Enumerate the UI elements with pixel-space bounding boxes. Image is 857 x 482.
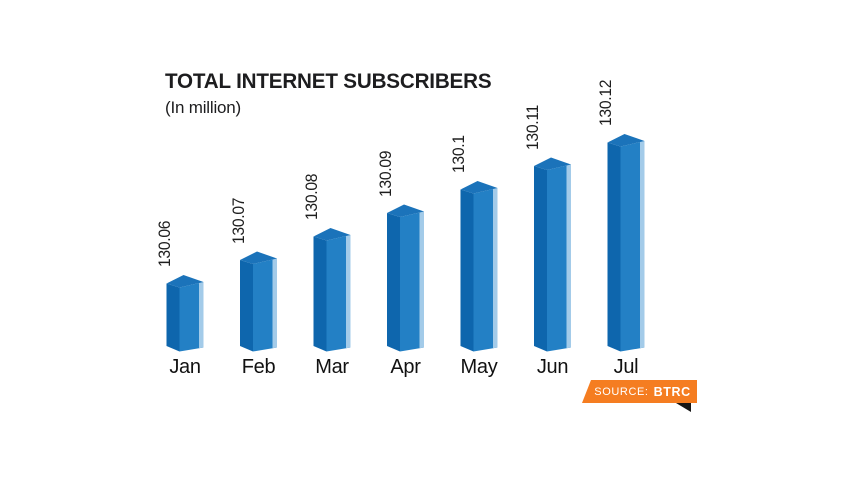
bar-column-feb [240,251,277,352]
bar-edge-highlight [493,188,498,349]
chart-subtitle: (In million) [165,98,242,117]
bar-front-face [179,282,204,352]
month-label-feb: Feb [241,356,276,378]
bar-side-face [460,189,474,352]
month-label-may: May [460,356,498,378]
value-label-may: 130.1 [449,135,468,173]
month-label-apr: Apr [390,356,421,378]
bar-edge-highlight [199,282,204,349]
bar-side-face [166,283,180,352]
bar-edge-highlight [640,141,645,349]
chart-title: TOTAL INTERNET SUBSCRIBERS [165,69,492,93]
badge-fold-corner-icon [676,403,691,412]
bar-edge-highlight [272,258,277,349]
bar-top-face [240,251,277,264]
bar-edge-highlight [566,164,571,349]
value-label-mar: 130.08 [302,173,321,220]
month-label-mar: Mar [315,356,349,378]
value-label-jun: 130.11 [522,104,542,150]
value-label-apr: 130.09 [375,150,395,197]
source-badge: SOURCE: BTRC [582,380,697,403]
bar-column-jun [534,157,571,352]
month-label-jun: Jun [536,356,569,378]
bar-front-face [620,141,645,352]
value-label-feb: 130.07 [228,197,248,244]
bar-top-face [387,204,424,217]
bar-top-face [166,275,204,288]
month-label-jan: Jan [169,356,201,378]
bar-side-face [240,260,253,352]
bar-front-face [473,188,498,352]
month-label-jul: Jul [613,356,639,378]
bar-side-face [387,213,400,352]
bar-front-face [253,258,277,352]
bar-column-apr [387,204,424,352]
bar-column-may [460,181,498,352]
bar-column-mar [313,228,351,352]
bar-column-jul [607,134,645,352]
bar-side-face [313,236,327,352]
bar-column-jan [166,275,204,352]
bar-side-face [534,166,547,352]
bar-front-face [547,164,571,352]
title-block: TOTAL INTERNET SUBSCRIBERS (In million) [165,69,505,118]
bar-front-face [326,235,351,352]
bar-top-face [534,157,571,170]
bar-edge-highlight [419,211,424,349]
bar-top-face [607,134,645,147]
bar-top-face [313,228,351,241]
source-org: BTRC [653,384,691,399]
bar-front-face [400,211,424,352]
value-label-jan: 130.06 [155,220,174,267]
source-label: SOURCE: [594,385,649,398]
bar-top-face [460,181,498,194]
bar-edge-highlight [346,235,351,349]
bar-side-face [607,142,621,352]
value-label-jul: 130.12 [596,79,615,126]
